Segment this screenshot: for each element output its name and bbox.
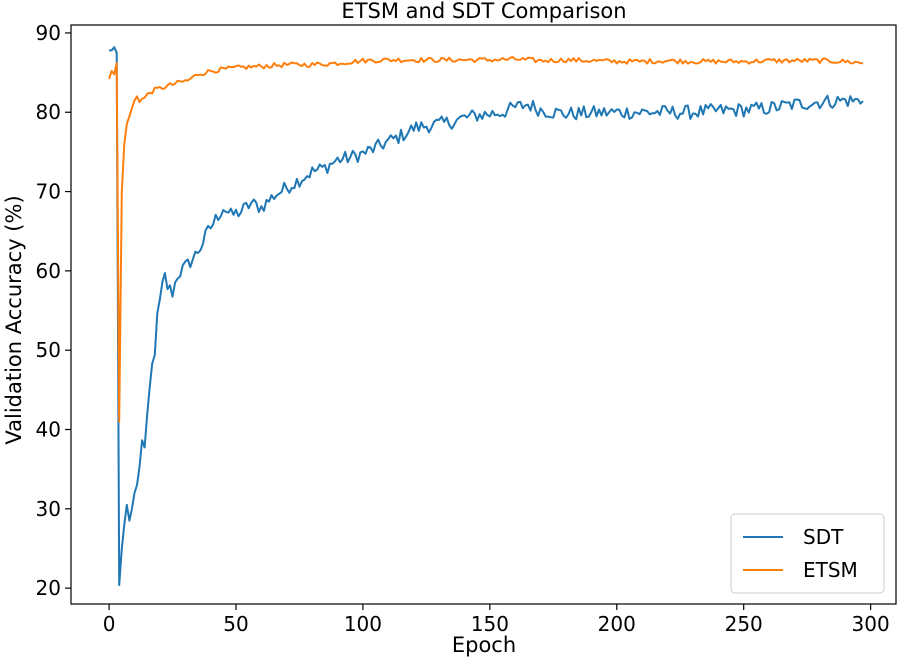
y-axis-label: Validation Accuracy (%) [2,195,26,444]
x-tick-label: 0 [103,612,116,636]
y-tick-label: 30 [36,497,61,521]
series-group [108,46,864,586]
legend-box [730,513,885,594]
y-tick-label: 80 [36,100,61,124]
x-tick-label: 300 [852,612,890,636]
y-tick-label: 60 [36,259,61,283]
y-tick-label: 70 [36,180,61,204]
chart-title: ETSM and SDT Comparison [341,0,626,23]
series-line-sdt [109,46,864,586]
y-tick-label: 50 [36,338,61,362]
x-tick-label: 200 [598,612,636,636]
legend-label-etsm: ETSM [803,558,858,582]
series-line-etsm [108,56,864,423]
legend: SDT ETSM [730,513,885,594]
x-tick-label: 100 [344,612,382,636]
legend-label-sdt: SDT [803,525,844,549]
y-tick-label: 40 [36,418,61,442]
x-tick-label: 150 [471,612,509,636]
plot-axes: 0 50 100 150 200 250 300 20 30 40 50 60 70 80 90 [36,21,897,636]
y-tick-label: 90 [36,21,61,45]
y-tick-label: 20 [36,576,61,600]
x-axis-label: Epoch [452,633,516,657]
x-tick-label: 250 [725,612,763,636]
x-tick-label: 50 [223,612,248,636]
plot-frame [70,24,897,605]
